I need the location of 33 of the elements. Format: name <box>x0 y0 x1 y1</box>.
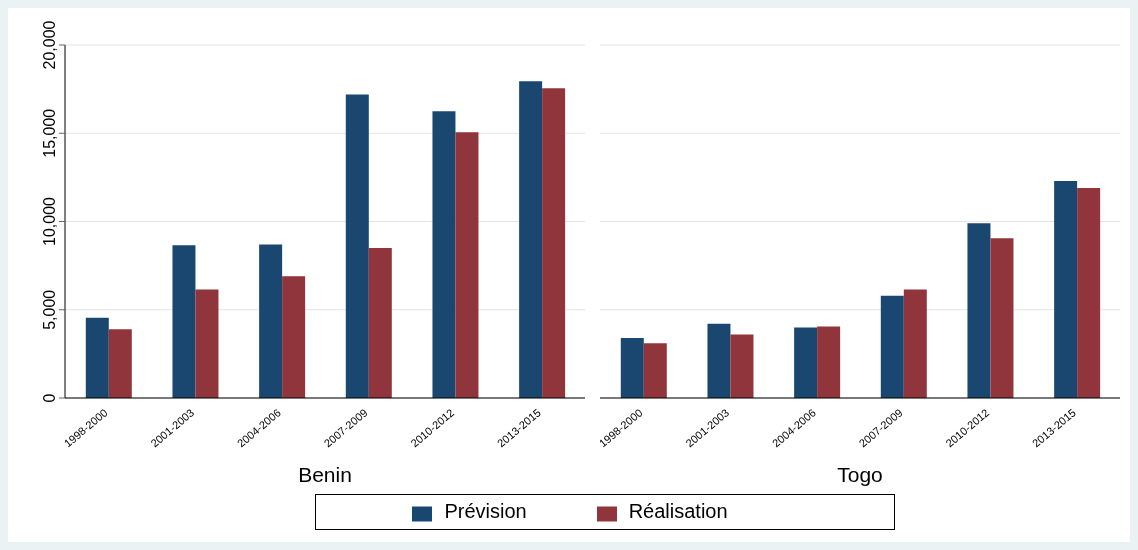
bar <box>730 334 754 398</box>
bar <box>368 247 392 398</box>
bar <box>542 88 566 398</box>
bar <box>432 111 456 398</box>
bar <box>108 329 132 398</box>
y-tick-label: 20,000 <box>40 20 58 70</box>
bar <box>345 94 369 398</box>
bar <box>455 132 479 398</box>
legend-label: Réalisation <box>628 500 728 523</box>
bar <box>519 81 543 398</box>
bar <box>903 289 927 398</box>
bar <box>880 295 904 398</box>
bar <box>85 317 109 398</box>
y-tick-label: 10,000 <box>40 196 58 246</box>
bar <box>282 276 306 398</box>
bar <box>707 323 731 398</box>
bar <box>1054 180 1078 398</box>
legend-label: Prévision <box>444 500 527 523</box>
bar <box>259 244 283 398</box>
bar <box>817 326 841 398</box>
bar <box>643 343 667 398</box>
x-axis-title: Togo <box>837 463 883 486</box>
y-tick-label: 5,000 <box>40 289 58 330</box>
bar <box>620 337 644 398</box>
bar <box>990 238 1014 398</box>
bar <box>172 245 196 398</box>
bar <box>1077 187 1101 398</box>
bar <box>967 223 991 398</box>
bar <box>195 289 219 398</box>
y-tick-label: 0 <box>40 393 58 403</box>
x-axis-title: Benin <box>298 463 352 486</box>
y-tick-label: 15,000 <box>40 108 58 158</box>
bar <box>794 327 818 398</box>
